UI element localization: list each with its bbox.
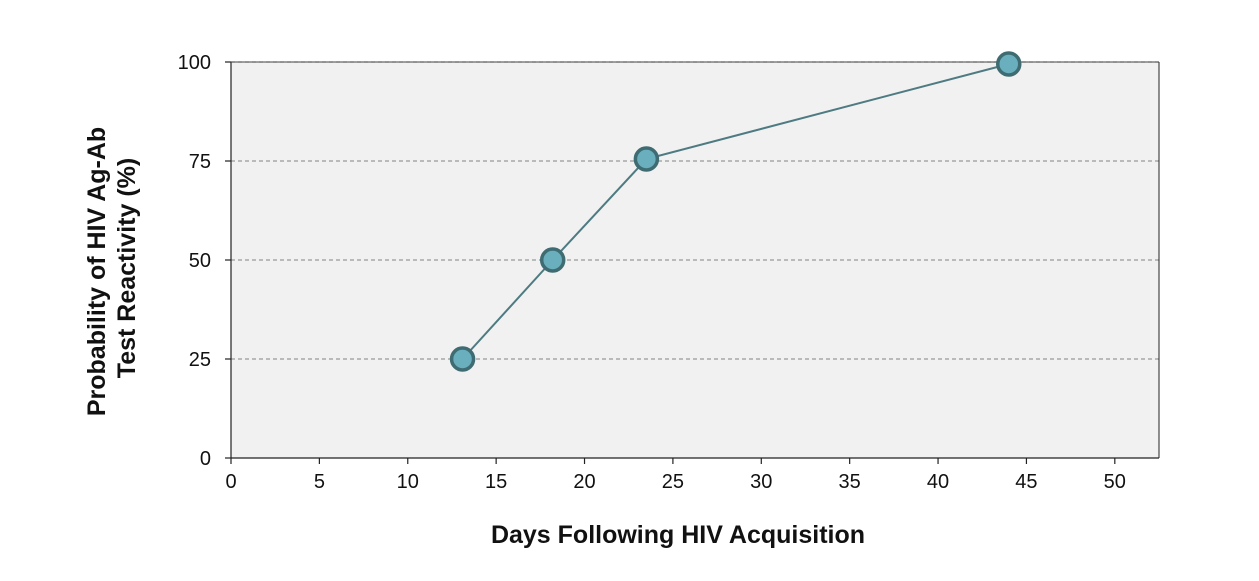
x-tick-label: 50 (1104, 471, 1126, 493)
x-tick-label: 10 (397, 471, 419, 493)
x-tick-label: 25 (662, 471, 684, 493)
y-tick-label: 50 (189, 250, 211, 272)
x-tick-label: 35 (839, 471, 861, 493)
data-point (633, 146, 660, 172)
x-tick-label: 0 (225, 471, 236, 493)
x-tick-label: 45 (1015, 471, 1037, 493)
y-tick-labels: 0 25 50 75 100 (178, 52, 231, 470)
data-point (996, 51, 1022, 77)
x-tick-label: 20 (573, 471, 595, 493)
y-tick-label: 0 (200, 448, 211, 470)
x-tick-labels: 0 5 10 15 20 25 30 35 40 45 50 (225, 458, 1126, 493)
y-tick-label: 25 (189, 349, 211, 371)
data-point (449, 346, 476, 372)
series-line (461, 63, 1010, 360)
x-tick-label: 15 (485, 471, 507, 493)
x-tick-label: 40 (927, 471, 949, 493)
x-axis-title: Days Following HIV Acquisition (491, 521, 865, 549)
x-tick-label: 30 (750, 471, 772, 493)
y-axis-title: Probability of HIV Ag-Ab Test Reactivity… (83, 120, 141, 416)
y-tick-label: 100 (178, 52, 211, 74)
data-series (449, 51, 1022, 372)
x-tick-label: 5 (314, 471, 325, 493)
y-axis-title-line-1: Probability of HIV Ag-Ab (83, 127, 111, 416)
data-point (539, 247, 566, 273)
y-tick-label: 75 (189, 151, 211, 173)
y-axis-title-line-2: Test Reactivity (%) (113, 158, 141, 378)
